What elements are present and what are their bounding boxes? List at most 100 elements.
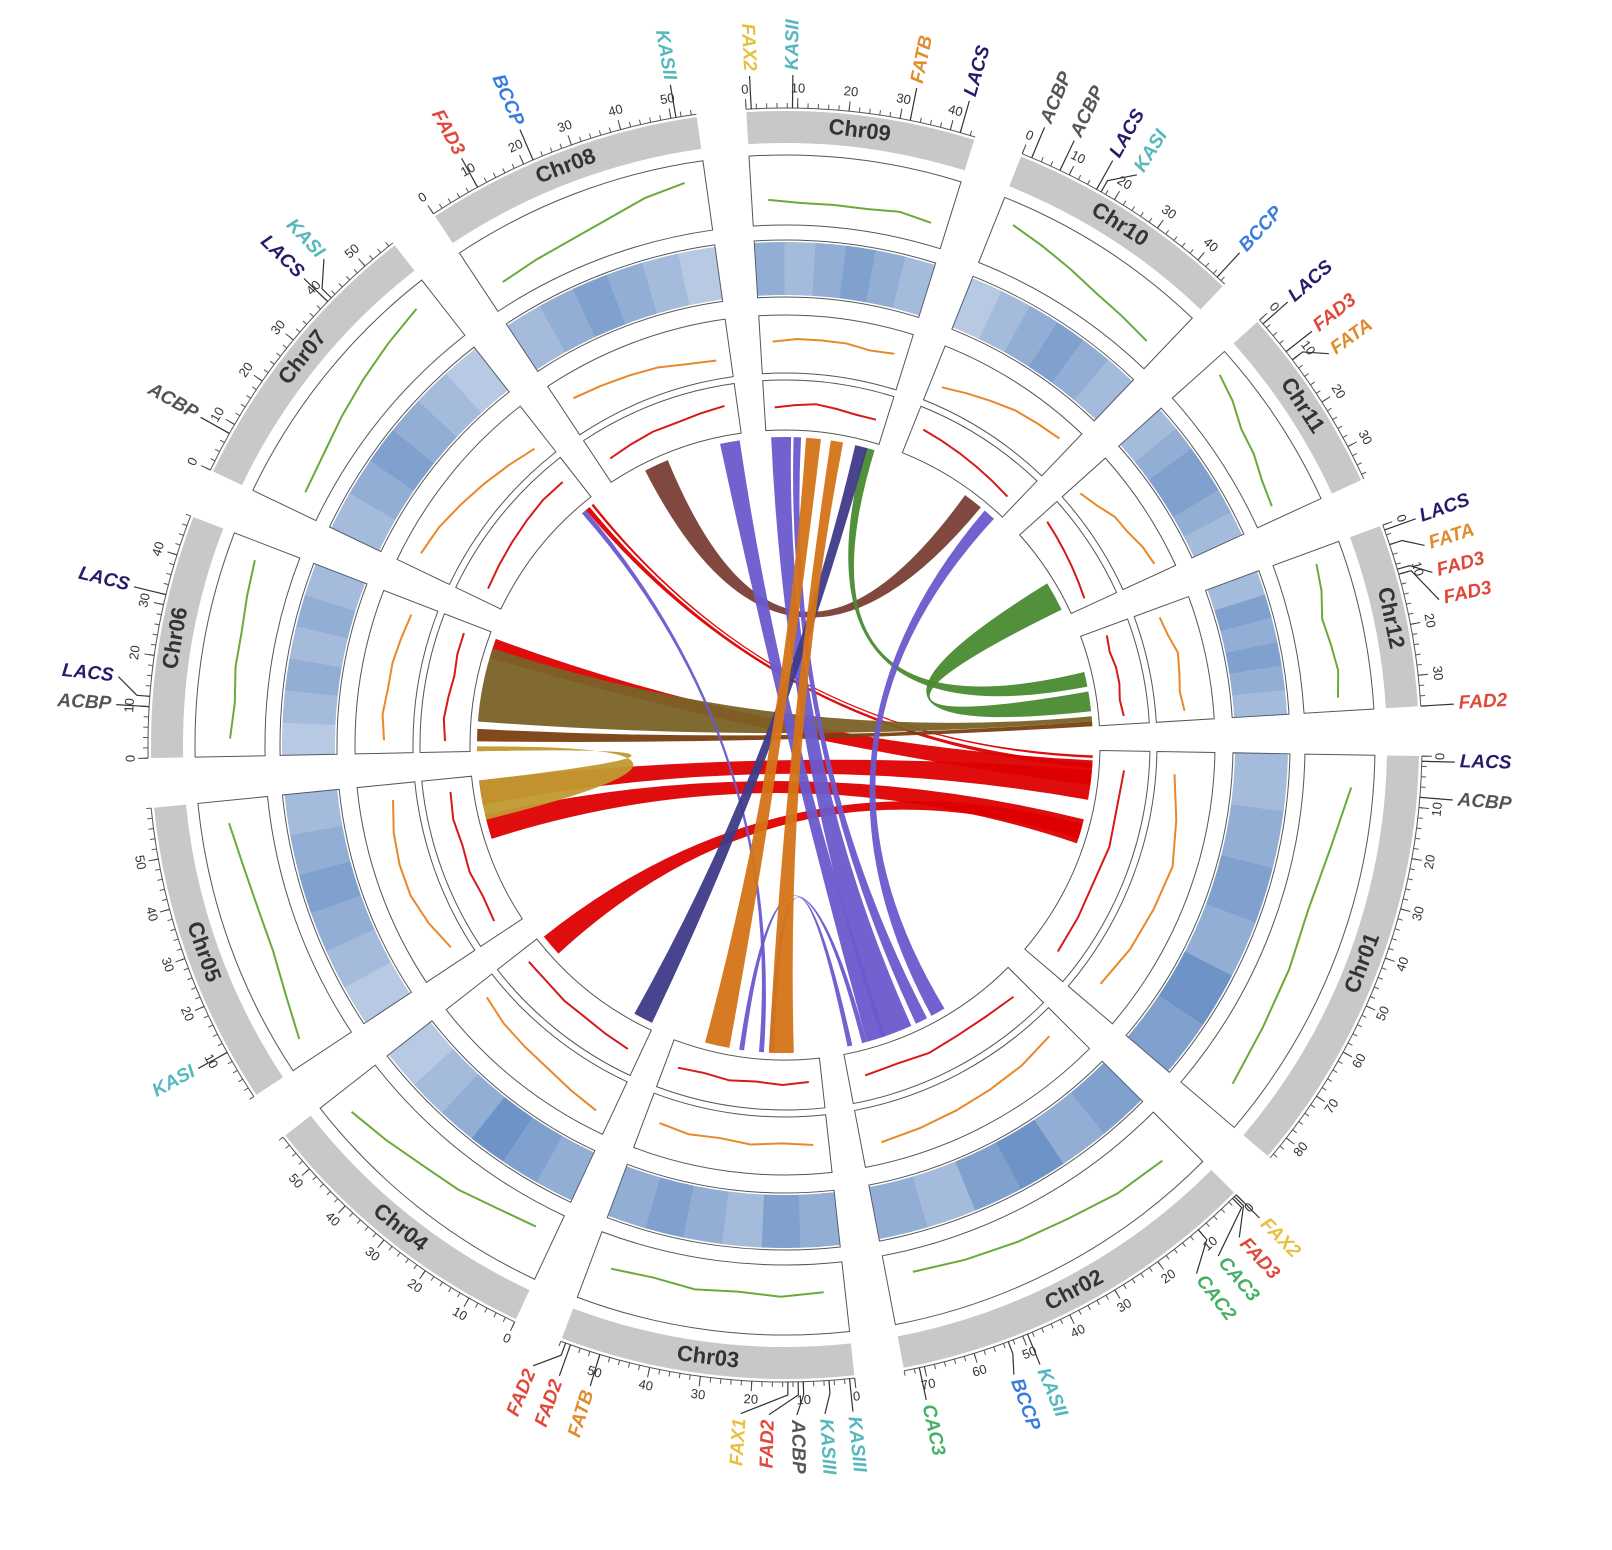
gene-leader: [558, 1344, 572, 1377]
minor-tick: [1391, 938, 1397, 941]
link: [485, 781, 1084, 844]
track-line: [941, 386, 1060, 440]
minor-tick: [295, 328, 301, 333]
gene-leader: [918, 1367, 927, 1401]
axis-line: [746, 107, 976, 138]
tick-label: 10: [796, 1392, 811, 1407]
minor-tick: [157, 878, 163, 881]
minor-tick: [617, 1360, 621, 1366]
minor-tick: [438, 203, 443, 209]
minor-tick: [396, 1252, 401, 1257]
minor-tick: [1342, 434, 1348, 438]
track-frame: [758, 314, 914, 391]
chromosome-band: [435, 117, 702, 243]
track-line: [1099, 774, 1178, 985]
track-frame: [922, 345, 1083, 477]
heat-cell: [441, 1073, 505, 1139]
track-frame: [762, 379, 895, 445]
minor-tick: [251, 386, 257, 390]
minor-tick: [263, 369, 269, 374]
heat-cell: [349, 460, 414, 521]
gene-label: CAC3: [918, 1403, 950, 1458]
minor-tick: [913, 1368, 916, 1374]
gene-leader: [848, 1378, 854, 1412]
gene-leader: [1421, 760, 1455, 763]
minor-tick: [969, 130, 973, 136]
heat-cell: [299, 861, 362, 914]
minor-tick: [1409, 868, 1415, 871]
heat-cell: [290, 825, 351, 875]
track-line: [528, 961, 629, 1050]
tick-label: 20: [1158, 1266, 1179, 1287]
tick-label: 0: [1024, 127, 1036, 144]
minor-tick: [1310, 1104, 1316, 1108]
track-frame: [546, 318, 734, 436]
minor-tick: [1304, 373, 1309, 377]
gene-leader: [768, 1381, 800, 1416]
minor-tick: [1220, 1208, 1226, 1214]
tick: [1365, 1005, 1376, 1011]
tick: [427, 205, 434, 215]
tick-label: 40: [947, 101, 965, 119]
chromosome-band: [1350, 526, 1418, 709]
link: [477, 648, 1093, 734]
link: [771, 436, 912, 1038]
minor-tick: [1401, 582, 1407, 585]
minor-tick: [1416, 663, 1422, 666]
minor-tick: [385, 242, 390, 247]
track-line: [228, 822, 301, 1040]
tick: [1156, 219, 1164, 229]
chromosome-band: [1243, 755, 1419, 1156]
tick-label: 10: [791, 80, 806, 95]
minor-tick: [493, 1312, 497, 1318]
tick-label: 80: [1290, 1139, 1311, 1160]
gene-leader: [1384, 518, 1416, 531]
minor-tick: [364, 1226, 369, 1231]
heat-cell: [812, 242, 846, 299]
heat-cell: [539, 289, 595, 353]
track-frame: [1133, 595, 1215, 723]
minor-tick: [1087, 179, 1091, 185]
minor-tick: [1002, 1343, 1006, 1349]
heat-cell: [683, 1185, 729, 1245]
minor-tick: [658, 1369, 661, 1375]
heat-cell: [1184, 904, 1256, 976]
track-line: [229, 559, 256, 739]
minor-tick: [269, 360, 275, 365]
track-frame: [356, 781, 476, 984]
minor-tick: [1310, 381, 1315, 386]
minor-tick: [1332, 416, 1338, 421]
gene-label: FAD3: [1434, 548, 1487, 581]
tick-label: 30: [158, 955, 177, 974]
heat-cell: [978, 290, 1030, 352]
minor-tick: [679, 111, 682, 117]
heat-cell: [784, 241, 816, 296]
minor-tick: [156, 613, 162, 616]
gene-leader: [589, 1354, 601, 1387]
link: [634, 445, 868, 1023]
heat-cell: [507, 306, 566, 370]
track-line: [573, 359, 717, 400]
tick-label: 10: [207, 404, 227, 424]
tick-label: 0: [741, 81, 749, 96]
track-line: [772, 337, 895, 355]
heat-cell: [1232, 689, 1288, 718]
tick-label: 10: [1200, 1233, 1221, 1254]
minor-tick: [502, 1317, 506, 1323]
minor-tick: [869, 108, 871, 114]
minor-tick: [1041, 1327, 1045, 1333]
minor-tick: [1413, 643, 1420, 646]
minor-tick: [176, 948, 182, 951]
minor-tick: [1190, 1236, 1194, 1241]
chromosome-band: [150, 517, 224, 759]
minor-tick: [246, 395, 251, 399]
tick: [159, 908, 170, 913]
tick: [201, 465, 211, 471]
track-frame: [582, 382, 742, 484]
tick-label: 10: [1409, 560, 1427, 578]
heat-cell: [952, 278, 1002, 339]
tick: [1410, 621, 1421, 625]
track-frame: [881, 1111, 1204, 1326]
tick: [1316, 1095, 1326, 1103]
